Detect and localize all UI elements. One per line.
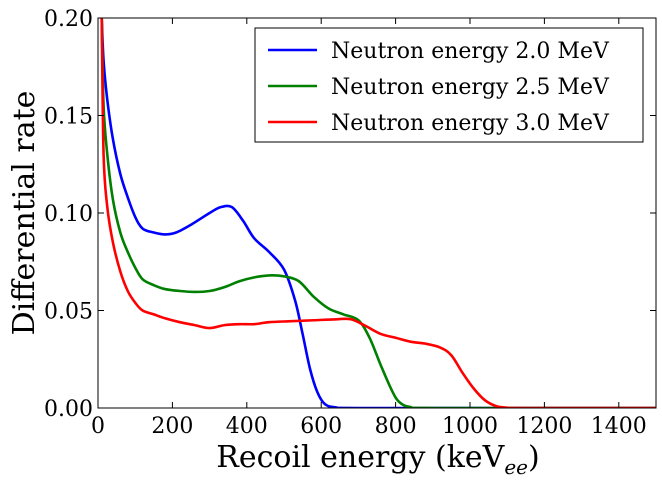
legend-label-3: Neutron energy 3.0 MeV [331, 111, 610, 136]
x-axis-title-subscript: ee [504, 455, 528, 479]
series-line-3 [100, 18, 656, 408]
x-axis-title-main: Recoil energy (keV [216, 440, 505, 475]
y-tick-label: 0.15 [44, 105, 93, 130]
y-axis-title: Differential rate [7, 91, 42, 336]
x-tick-label: 800 [375, 414, 417, 439]
series-layer [100, 18, 656, 408]
x-tick-label: 200 [151, 414, 193, 439]
x-axis-title: Recoil energy (keVee) [216, 440, 539, 479]
x-tick-label: 0 [91, 414, 105, 439]
series-line-2 [100, 18, 656, 408]
y-tick-label: 0.20 [44, 7, 93, 32]
x-axis-title-close: ) [528, 440, 540, 475]
legend-label-1: Neutron energy 2.0 MeV [331, 39, 610, 64]
y-tick-label: 0.00 [44, 397, 93, 422]
x-tick-label: 1400 [591, 414, 647, 439]
x-tick-label: 600 [300, 414, 342, 439]
x-tick-label: 1200 [516, 414, 572, 439]
ticks-layer: 0 200 400 600 800 1000 1200 1400 0.00 0.05 0.10 0.1… [44, 7, 656, 439]
legend-box [254, 27, 644, 143]
x-tick-label: 1000 [442, 414, 498, 439]
legend-label-2: Neutron energy 2.5 MeV [331, 75, 610, 100]
legend: Neutron energy 2.0 MeV Neutron energy 2.5… [254, 27, 644, 143]
y-tick-label: 0.05 [44, 300, 93, 325]
y-tick-label: 0.10 [44, 202, 93, 227]
x-tick-label: 400 [226, 414, 268, 439]
series-line-1 [100, 18, 656, 408]
